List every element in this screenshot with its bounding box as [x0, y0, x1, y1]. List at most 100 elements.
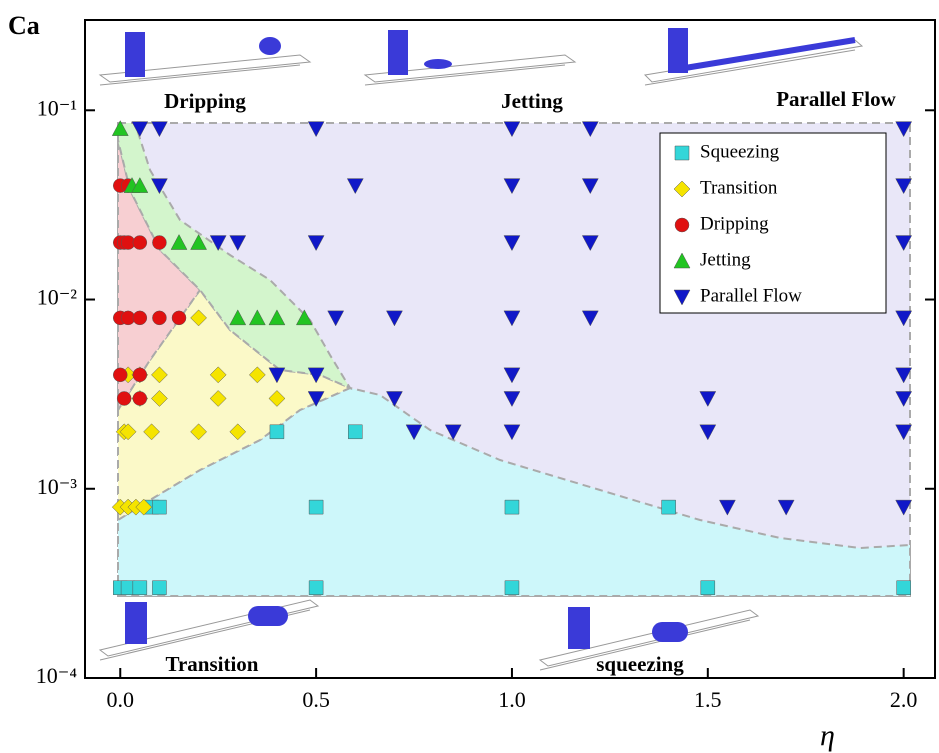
inset-shape	[684, 37, 856, 71]
legend-box	[659, 132, 887, 314]
inset-shape	[388, 30, 408, 75]
point	[581, 178, 599, 195]
x-tick-label: 2.0	[890, 687, 918, 712]
annotation: squeezing	[596, 652, 684, 676]
point	[111, 120, 129, 136]
point	[209, 366, 227, 384]
legend-marker	[674, 145, 690, 161]
legend-label: Dripping	[700, 213, 769, 234]
inset-shape	[125, 32, 145, 77]
point	[307, 121, 325, 138]
squeezing-region	[117, 386, 911, 597]
inset-shape	[424, 59, 452, 69]
point	[229, 423, 247, 441]
point	[348, 424, 363, 440]
point	[151, 366, 168, 384]
point	[190, 234, 208, 250]
point	[268, 309, 286, 326]
point	[151, 390, 168, 407]
point	[229, 235, 247, 252]
point	[700, 580, 716, 595]
point	[307, 367, 325, 384]
legend-marker	[674, 217, 690, 233]
insets	[98, 28, 864, 671]
point	[132, 235, 148, 250]
point	[895, 178, 913, 195]
point	[116, 391, 132, 406]
point	[209, 235, 227, 252]
point	[896, 580, 911, 595]
point	[503, 424, 521, 441]
point	[113, 367, 128, 383]
point	[581, 310, 599, 327]
inset-shape	[259, 37, 281, 55]
point	[308, 499, 324, 515]
inset-channel	[363, 54, 577, 86]
point	[143, 423, 160, 441]
point	[132, 580, 148, 595]
point	[661, 499, 676, 515]
point	[699, 391, 717, 408]
point	[503, 235, 521, 252]
inset-shape	[125, 602, 147, 644]
point	[895, 310, 913, 327]
point	[895, 424, 913, 441]
point	[503, 178, 521, 195]
dripping-region	[117, 139, 202, 414]
point	[248, 309, 266, 326]
point	[503, 121, 521, 138]
point	[152, 310, 167, 326]
point	[151, 178, 168, 195]
point	[132, 367, 148, 383]
x-axis-label: η	[820, 719, 835, 752]
plot-frame	[84, 19, 936, 679]
point	[209, 390, 227, 407]
point	[190, 309, 207, 327]
inset-shape	[652, 622, 688, 642]
point	[268, 367, 286, 384]
legend-label: Squeezing	[700, 141, 780, 162]
point	[699, 424, 717, 441]
point	[895, 121, 913, 138]
point	[170, 234, 188, 250]
legend-label: Parallel Flow	[700, 285, 802, 306]
point	[308, 580, 324, 595]
annotation: Jetting	[501, 89, 563, 113]
inset-shape	[668, 28, 688, 73]
x-tick-label: 1.5	[694, 687, 722, 712]
point	[777, 499, 795, 516]
y-tick-label: 10⁻¹	[37, 95, 77, 120]
point	[152, 499, 167, 515]
x-tick-label: 0.5	[302, 687, 330, 712]
point	[895, 367, 913, 384]
legend-marker	[673, 252, 691, 269]
point	[895, 235, 913, 252]
x-tick-label: 1.0	[498, 687, 526, 712]
point	[171, 310, 187, 326]
point	[386, 391, 403, 408]
point	[895, 499, 913, 516]
point	[504, 499, 520, 515]
point	[503, 391, 521, 408]
point	[386, 310, 403, 327]
point	[504, 580, 520, 595]
point	[131, 177, 149, 193]
point	[190, 423, 207, 441]
point	[248, 366, 266, 384]
annotation: Parallel Flow	[776, 87, 896, 111]
point	[268, 390, 286, 407]
x-tick-label: 0.0	[107, 687, 135, 712]
inset-shape	[568, 607, 590, 649]
y-tick-label: 10⁻⁴	[36, 663, 78, 688]
legend-marker	[673, 180, 691, 198]
point	[346, 178, 364, 195]
point	[444, 424, 462, 441]
point	[327, 310, 345, 327]
legend-label: Transition	[700, 177, 778, 198]
inset-shape	[248, 606, 288, 626]
point	[152, 580, 167, 595]
point	[269, 424, 285, 440]
point	[307, 391, 325, 408]
